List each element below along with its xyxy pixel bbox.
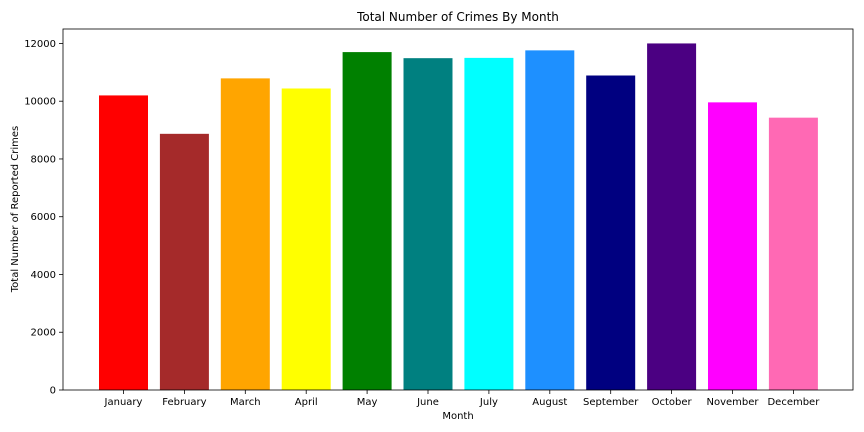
bar-march [220,78,270,390]
plot-frame [62,28,854,391]
bar-december [768,117,818,390]
y-tick-label: 0 [50,386,56,397]
y-tick-label: 6000 [31,212,56,223]
y-tick-label: 12000 [24,39,56,50]
bar-august [525,50,575,391]
x-tick-label: March [230,397,260,408]
x-tick-label: February [162,397,206,408]
x-tick-label: January [104,397,143,408]
bar-november [708,102,757,391]
plot-area: January February March April May June July Augu… [24,28,854,408]
y-tick-label: 4000 [31,270,56,281]
bar-january [99,95,148,391]
bar-april [281,88,331,391]
bar-september [586,75,636,390]
x-tick-label: October [652,397,693,408]
y-tick-label: 8000 [31,154,56,165]
x-tick-label: November [706,397,759,408]
bar-february [159,133,209,390]
y-tick-label: 10000 [24,97,56,108]
chart-title: Total Number of Crimes By Month [356,10,559,24]
x-tick-label: July [479,397,498,408]
x-tick-label: September [583,397,639,408]
bar-july [464,57,514,390]
x-tick-label: August [532,397,567,408]
x-tick-label: May [357,397,378,408]
x-tick-label: April [295,397,318,408]
bar-june [403,58,453,391]
x-axis-label: Month [442,411,473,422]
y-axis-label: Total Number of Reported Crimes [10,126,21,294]
x-tick-label: December [767,397,820,408]
bar-october [647,43,697,390]
bar-may [342,52,392,390]
y-tick-label: 2000 [31,328,56,339]
x-tick-label: June [416,397,439,408]
